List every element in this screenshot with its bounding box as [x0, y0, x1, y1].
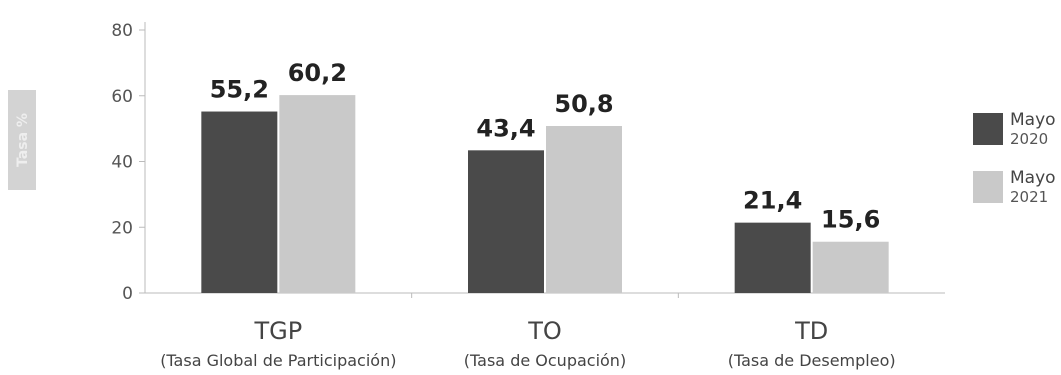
bar	[468, 150, 544, 293]
labels: 55,2 60,2 TGP (Tasa Global de Participación…	[160, 59, 895, 370]
category-label: TO	[527, 317, 562, 345]
legend-label: Mayo	[1010, 110, 1056, 130]
category-label: TGP	[253, 317, 302, 345]
category-label: TD	[794, 317, 828, 345]
bar-value-label: 21,4	[743, 187, 802, 215]
y-tick-label: 80	[111, 21, 133, 41]
category-subtitle: (Tasa Global de Participación)	[160, 351, 396, 370]
axes: 0 20 40 60 80	[111, 21, 945, 304]
bar-value-label: 43,4	[476, 114, 535, 142]
bar-value-label: 60,2	[288, 59, 347, 87]
bar-value-label: 15,6	[821, 206, 880, 234]
category-subtitle: (Tasa de Ocupación)	[464, 351, 626, 370]
legend-swatch	[973, 171, 1003, 203]
bar	[734, 222, 811, 293]
legend-sublabel: 2021	[1010, 188, 1048, 206]
bar-value-label: 55,2	[210, 76, 269, 104]
bars	[201, 95, 889, 294]
legend-sublabel: 2020	[1010, 130, 1048, 148]
y-tick-label: 40	[111, 153, 133, 173]
y-tick-label: 20	[111, 218, 133, 238]
bar	[279, 95, 356, 293]
bar-value-label: 50,8	[554, 90, 613, 118]
legend-swatch	[973, 113, 1003, 145]
y-axis-label-box	[8, 90, 36, 190]
bar	[546, 125, 622, 294]
legend-label: Mayo	[1010, 168, 1056, 188]
bar	[812, 241, 889, 293]
category-subtitle: (Tasa de Desempleo)	[728, 351, 896, 370]
y-tick-label: 0	[122, 284, 133, 304]
y-axis-label: Tasa %	[15, 113, 31, 167]
y-tick-label: 60	[111, 87, 133, 107]
bar	[201, 111, 278, 293]
